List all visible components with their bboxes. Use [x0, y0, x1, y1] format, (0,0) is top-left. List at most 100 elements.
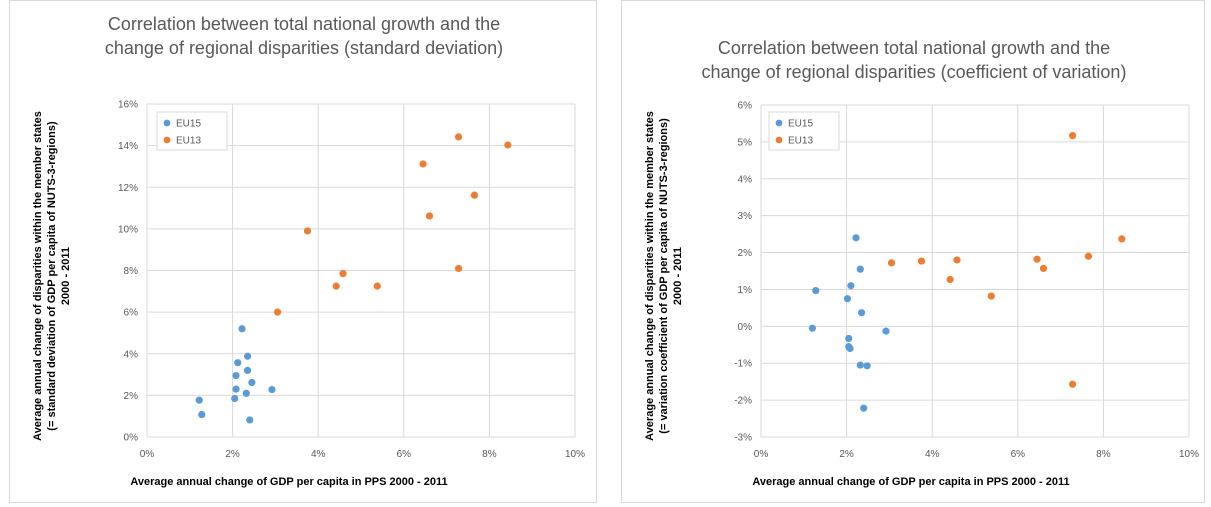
chart-svg: -3% -2% -1% 0% 1% 2% 3% 4% 5% 6% 0% 2% 4% 6% 8% 10% Cor… — [644, 38, 1199, 488]
legend-marker-eu13 — [775, 136, 783, 144]
y-tick-label: 0% — [124, 433, 139, 444]
x-axis-title: Average annual change of GDP per capita … — [130, 476, 447, 488]
chart-svg: 0% 2% 4% 6% 8% 10% 12% 14% 16% 0% 2% 4% 6% 8% 10% Corr… — [32, 14, 585, 488]
data-point-eu15 — [232, 372, 240, 380]
y-tick-label: 6% — [124, 308, 139, 319]
x-tick-label: 6% — [397, 449, 412, 460]
y-axis-title-line-3: 2000 - 2011 — [60, 247, 72, 305]
data-point-eu13 — [425, 212, 434, 220]
data-point-eu15 — [198, 410, 206, 419]
data-point-eu15 — [195, 396, 203, 404]
chart-title-line-2: change of regional disparities (standard… — [105, 38, 503, 58]
data-point-eu13 — [454, 264, 463, 273]
data-point-eu15 — [845, 334, 853, 343]
data-point-eu15 — [860, 404, 868, 412]
data-point-eu15 — [812, 286, 820, 295]
data-point-eu13 — [1039, 264, 1048, 273]
legend-label-eu13: EU13 — [788, 136, 813, 147]
data-point-eu13 — [303, 227, 312, 235]
data-point-eu13 — [946, 275, 954, 284]
y-tick-label: 12% — [118, 183, 138, 194]
x-tick-label: 8% — [482, 449, 497, 460]
data-point-eu13 — [887, 259, 896, 267]
data-point-eu13 — [419, 160, 427, 168]
y-tick-label: 3% — [738, 211, 753, 222]
y-tick-label: 4% — [124, 349, 139, 360]
y-axis-title-line-3: 2000 - 2011 — [672, 247, 684, 305]
data-point-eu15 — [243, 352, 252, 360]
data-point-eu15 — [268, 385, 276, 394]
y-tick-label: 5% — [738, 137, 753, 148]
data-point-eu13 — [470, 191, 479, 199]
data-point-eu15 — [882, 327, 890, 335]
x-tick-label: 0% — [754, 449, 769, 460]
data-point-eu15 — [242, 389, 250, 397]
data-point-eu13 — [1118, 235, 1126, 243]
data-point-eu15 — [231, 394, 239, 403]
data-point-eu13 — [454, 133, 463, 141]
data-point-eu15 — [238, 325, 246, 333]
data-point-eu15 — [808, 324, 816, 332]
data-point-eu13 — [1068, 380, 1077, 388]
x-tick-label: 2% — [839, 449, 854, 460]
data-point-eu13 — [1068, 132, 1077, 140]
y-tick-label: 16% — [118, 100, 138, 111]
x-tick-label: 6% — [1011, 449, 1026, 460]
y-tick-label: -3% — [734, 433, 752, 444]
data-point-eu15 — [232, 385, 240, 393]
data-point-eu13 — [332, 282, 340, 290]
data-point-eu13 — [917, 257, 926, 265]
data-point-eu15 — [246, 416, 254, 424]
legend-label-eu15: EU15 — [788, 119, 813, 130]
data-point-eu13 — [504, 141, 512, 149]
chart-panel-coefficient-of-variation: -3% -2% -1% 0% 1% 2% 3% 4% 5% 6% 0% 2% 4% 6% 8% 10% Cor… — [621, 0, 1205, 503]
y-tick-label: -1% — [734, 359, 752, 370]
y-tick-label: 14% — [118, 141, 138, 152]
data-point-eu13 — [273, 308, 282, 316]
data-point-eu13 — [953, 256, 961, 264]
x-tick-label: 0% — [140, 449, 155, 460]
y-tick-label: 6% — [738, 101, 753, 112]
x-axis-title: Average annual change of GDP per capita … — [752, 476, 1069, 488]
y-axis-title-line-1: Average annual change of disparities wit… — [644, 111, 656, 441]
data-point-eu15 — [856, 361, 864, 369]
x-tick-label: 4% — [311, 449, 326, 460]
x-tick-label: 10% — [1179, 449, 1199, 460]
data-point-eu15 — [857, 309, 866, 317]
data-point-eu13 — [1033, 255, 1041, 263]
legend — [156, 111, 228, 151]
x-tick-label: 8% — [1096, 449, 1111, 460]
y-axis-title-line-2: (= variation coefficient of GDP per capi… — [658, 118, 670, 434]
y-tick-label: 10% — [118, 224, 138, 235]
data-point-eu15 — [243, 366, 252, 374]
data-point-eu15 — [846, 344, 854, 353]
chart-title-line-2: change of regional disparities (coeffici… — [702, 62, 1127, 82]
data-point-eu15 — [234, 359, 242, 367]
x-tick-label: 10% — [565, 449, 585, 460]
legend-marker-eu15 — [163, 119, 171, 127]
y-tick-label: 2% — [124, 391, 139, 402]
y-tick-label: 8% — [124, 266, 139, 277]
legend-label-eu13: EU13 — [176, 136, 201, 147]
y-tick-label: 0% — [738, 322, 753, 333]
data-point-eu13 — [373, 282, 381, 290]
data-point-eu15 — [843, 295, 852, 303]
data-point-eu15 — [852, 234, 860, 242]
y-axis-title-line-2: (= standard deviation of GDP per capita … — [46, 121, 58, 431]
legend-marker-eu13 — [163, 136, 171, 144]
chart-panel-standard-deviation: 0% 2% 4% 6% 8% 10% 12% 14% 16% 0% 2% 4% 6% 8% 10% Corr… — [9, 0, 597, 503]
data-point-eu15 — [248, 378, 256, 387]
legend-marker-eu15 — [775, 119, 783, 127]
chart-title-line-1: Correlation between total national growt… — [718, 38, 1110, 58]
y-tick-label: 2% — [738, 248, 753, 259]
legend — [768, 111, 840, 151]
y-tick-label: -2% — [734, 396, 752, 407]
data-point-eu13 — [987, 292, 995, 300]
data-point-eu15 — [847, 282, 855, 290]
y-tick-label: 4% — [738, 174, 753, 185]
data-point-eu15 — [856, 265, 864, 273]
legend-label-eu15: EU15 — [176, 119, 201, 130]
x-tick-label: 4% — [925, 449, 940, 460]
x-tick-label: 2% — [225, 449, 240, 460]
data-point-eu15 — [863, 362, 871, 370]
